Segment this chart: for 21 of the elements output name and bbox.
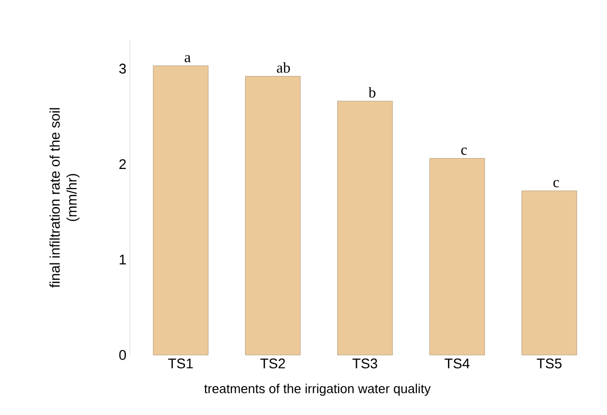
y-tick-label: 2 — [119, 159, 126, 169]
x-tick-label: TS3 — [352, 358, 378, 368]
y-tick-label: 0 — [119, 350, 126, 360]
annotation: ab — [276, 62, 290, 73]
x-tick-label: TS5 — [536, 358, 562, 368]
y-axis-title: final infiltration rate of the soil (mm/hr) — [50, 108, 80, 288]
bar — [429, 158, 485, 356]
x-axis-title: treatments of the irrigation water quality — [204, 384, 431, 396]
annotation: c — [461, 148, 467, 155]
annotation: c — [553, 180, 560, 188]
annotation: a — [184, 55, 191, 62]
x-tick-label: TS2 — [260, 358, 285, 368]
x-tick-label: TS1 — [168, 358, 193, 368]
annotation: b — [368, 87, 376, 98]
bar — [337, 100, 393, 356]
bar — [522, 190, 578, 356]
bar — [245, 76, 301, 356]
x-tick-label: TS4 — [444, 358, 470, 368]
y-tick-label: 1 — [120, 254, 126, 264]
bar — [152, 66, 208, 356]
y-tick-label: 3 — [119, 64, 126, 74]
